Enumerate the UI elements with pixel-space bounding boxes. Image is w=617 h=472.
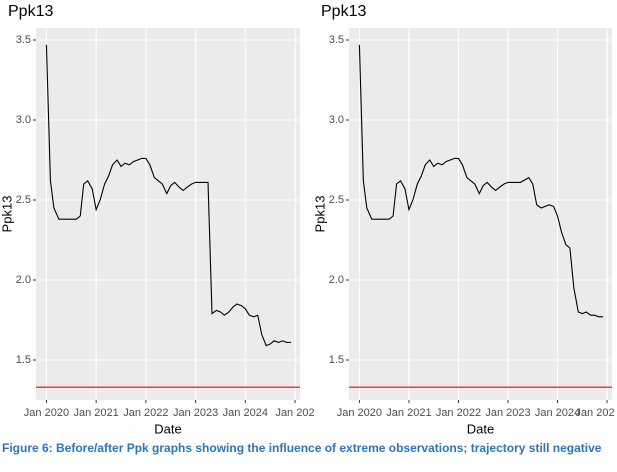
y-tick-label: 2.5 (329, 194, 344, 206)
y-tick-label: 1.5 (329, 354, 344, 366)
panel-background (349, 28, 612, 400)
y-tick-label: 2.5 (16, 194, 31, 206)
x-tick-label: Jan 2024 (535, 407, 580, 419)
x-tick-label: Jan 2020 (24, 407, 69, 419)
y-axis-label: Ppk13 (0, 196, 14, 233)
y-tick-label: 2.0 (329, 274, 344, 286)
panel-background (36, 28, 300, 400)
y-tick-label: 3.5 (329, 34, 344, 46)
x-tick-label: Jan 2023 (485, 407, 530, 419)
x-tick-label: Jan 202 (575, 407, 614, 419)
x-tick-label: Jan 2022 (123, 407, 168, 419)
x-tick-label: Jan 2020 (337, 407, 382, 419)
y-tick-label: 3.0 (16, 114, 31, 126)
y-tick-label: 3.0 (329, 114, 344, 126)
x-tick-label: Jan 2024 (223, 407, 268, 419)
x-tick-label: Jan 2021 (74, 407, 119, 419)
chart-title: Ppk13 (321, 3, 366, 20)
line (358, 44, 604, 318)
x-tick-label: Jan 2022 (436, 407, 481, 419)
x-axis-label: Date (467, 421, 494, 436)
x-axis-label: Date (154, 421, 181, 436)
y-tick-label: 2.0 (16, 274, 31, 286)
chart-title: Ppk13 (8, 3, 53, 20)
caption: Figure 6: Before/after Ppk graphs showin… (2, 441, 602, 455)
x-tick-label: Jan 2021 (386, 407, 431, 419)
y-axis-label: Ppk13 (312, 196, 327, 233)
line (45, 44, 292, 347)
y-tick-label: 1.5 (16, 354, 31, 366)
y-tick-label: 3.5 (16, 34, 31, 46)
x-tick-label: Jan 2023 (173, 407, 218, 419)
x-tick-label: Jan 202 (275, 407, 314, 419)
